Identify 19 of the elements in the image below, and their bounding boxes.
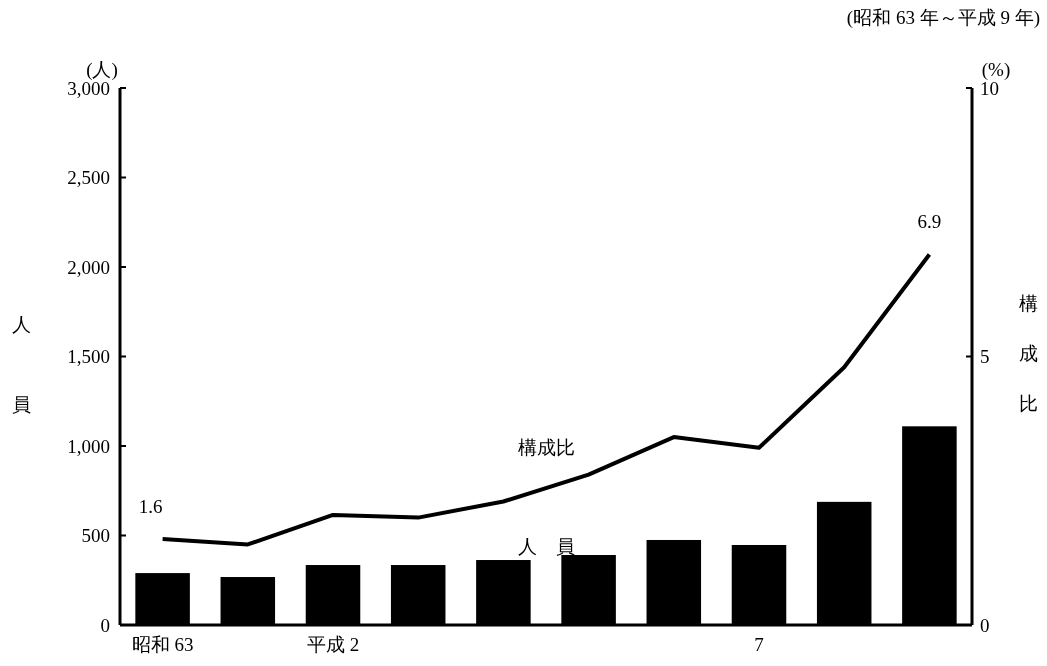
y-tick-label: 1,000 (67, 435, 110, 457)
data-label: 1.6 (138, 496, 163, 518)
y2-tick-label: 5 (980, 346, 990, 368)
y-tick-label: 0 (100, 614, 110, 636)
series-label: 人 員 (517, 535, 575, 557)
y-tick-label: 2,500 (67, 167, 110, 189)
data-label: 6.9 (917, 211, 942, 233)
y2-tick-label: 0 (980, 614, 990, 636)
x-tick-label: 昭和 63 (131, 634, 194, 655)
chart-subtitle: (昭和 63 年～平成 9 年) (846, 7, 1040, 29)
y-tick-label: 1,500 (67, 346, 110, 368)
x-tick-label: 7 (754, 634, 764, 655)
y-axis-title: 人員 (11, 300, 33, 462)
text: 構成比 (1018, 293, 1038, 414)
y-tick-label: 500 (81, 525, 110, 547)
y-tick-label: 2,000 (67, 256, 110, 278)
x-tick-label: 平成 2 (306, 634, 360, 655)
text: (%) (981, 59, 1011, 81)
series-label: 構成比 (517, 437, 575, 458)
